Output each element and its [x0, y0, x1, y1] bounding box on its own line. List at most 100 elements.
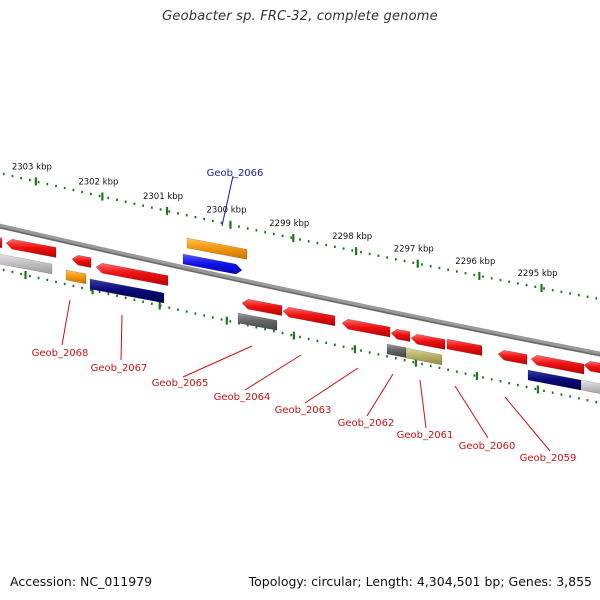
- outer-scale-dot: [595, 297, 598, 300]
- inner-scale-dot: [220, 318, 223, 321]
- geob-2064-leader-line: [244, 354, 302, 391]
- geob-2063-label[interactable]: Geob_2063: [275, 405, 332, 416]
- gene-feature[interactable]: [5, 238, 57, 258]
- outer-scale-dot: [516, 282, 519, 285]
- outer-scale-dot: [281, 234, 284, 238]
- outer-scale-dot: [124, 200, 127, 203]
- major-tick: [540, 283, 543, 292]
- inner-scale-dot: [447, 368, 450, 371]
- outer-scale-dot: [438, 266, 441, 270]
- outer-scale-dot: [168, 210, 171, 213]
- inner-scale-dot: [586, 399, 589, 402]
- geob-2066-label[interactable]: Geob_2066: [207, 168, 264, 179]
- gene-feature[interactable]: [0, 237, 3, 249]
- kbp-tick-label: 2296 kbp: [455, 257, 495, 267]
- inner-scale-dot: [368, 351, 371, 354]
- outer-scale-dot: [238, 225, 240, 228]
- gene-geob-2061[interactable]: [446, 338, 483, 356]
- genome-backbone-shadow: [0, 226, 600, 357]
- gene-geob-2063[interactable]: [341, 318, 391, 338]
- inner-scale-dot: [290, 333, 293, 337]
- inner-scale-dot: [525, 385, 528, 389]
- geob-2062-label[interactable]: Geob_2062: [338, 418, 395, 429]
- inner-scale-dot: [342, 345, 345, 348]
- inner-scale-dot: [577, 397, 580, 400]
- gene-feature[interactable]: [527, 369, 582, 391]
- geob-2061-leader-line: [419, 379, 427, 429]
- outer-scale-dot: [577, 293, 580, 297]
- gene-geob-2064[interactable]: [282, 306, 336, 327]
- outer-scale-dot: [63, 186, 66, 190]
- inner-major-tick: [292, 331, 295, 340]
- outer-scale-dot: [11, 174, 14, 178]
- inner-scale-dot: [386, 355, 389, 358]
- gene-geob-2059[interactable]: [530, 354, 585, 375]
- outer-scale-dot: [351, 249, 354, 252]
- inner-scale-dot: [150, 302, 153, 305]
- geob-2067-label[interactable]: Geob_2067: [91, 363, 148, 374]
- outer-scale-dot: [447, 268, 450, 271]
- outer-scale-dot: [150, 206, 153, 209]
- geob-2059-label[interactable]: Geob_2059: [520, 453, 577, 464]
- major-tick: [478, 271, 481, 280]
- geob-2068-label[interactable]: Geob_2068: [32, 348, 89, 359]
- gene-geob-2068[interactable]: [71, 254, 92, 268]
- geob-2064-label[interactable]: Geob_2064: [214, 392, 271, 403]
- geob-2065-label[interactable]: Geob_2065: [152, 378, 209, 389]
- inner-scale-dot: [2, 268, 5, 272]
- gene-feature[interactable]: [390, 328, 411, 342]
- gene-geob-2060[interactable]: [497, 349, 528, 365]
- gene-feature[interactable]: [583, 360, 600, 375]
- inner-scale-dot: [124, 296, 127, 300]
- inner-scale-dot: [63, 282, 66, 286]
- gene-geob-2062[interactable]: [410, 333, 446, 350]
- kbp-tick-label: 2295 kbp: [518, 269, 558, 279]
- inner-scale-dot: [255, 326, 258, 329]
- gene-geob-2067[interactable]: [95, 262, 169, 286]
- gene-geob-2066[interactable]: [182, 253, 243, 275]
- geob-2059-leader-line: [504, 396, 551, 452]
- geob-2061-label[interactable]: Geob_2061: [397, 430, 454, 441]
- gene-feature[interactable]: [237, 312, 278, 331]
- inner-scale-dot: [360, 349, 362, 352]
- geob-2066-leader-line: [221, 175, 234, 227]
- gene-feature[interactable]: [580, 379, 600, 395]
- geob-2062-leader-line: [366, 373, 394, 417]
- inner-scale-dot: [551, 391, 554, 394]
- gene-geob-2065[interactable]: [241, 298, 283, 316]
- outer-scale-dot: [107, 196, 110, 200]
- inner-scale-dot: [116, 294, 118, 298]
- outer-scale-dot: [28, 178, 31, 182]
- inner-scale-dot: [107, 292, 110, 296]
- genome-title: Geobacter sp. FRC-32, complete genome: [162, 9, 438, 24]
- geob-2067-leader-line: [120, 314, 123, 361]
- inner-scale-dot: [281, 331, 284, 335]
- outer-scale-dot: [377, 254, 380, 257]
- outer-scale-dot: [290, 236, 293, 239]
- inner-scale-dot: [569, 395, 572, 398]
- gene-feature[interactable]: [386, 343, 407, 358]
- gene-feature[interactable]: [0, 253, 53, 275]
- gene-feature[interactable]: [405, 347, 443, 366]
- geob-2060-leader-line: [454, 385, 489, 439]
- inner-major-tick: [475, 372, 478, 381]
- kbp-tick-label: 2299 kbp: [269, 219, 309, 229]
- inner-scale-dot: [28, 274, 31, 278]
- inner-scale-dot: [168, 306, 171, 309]
- gene-feature[interactable]: [186, 237, 248, 260]
- outer-scale-dot: [98, 194, 101, 198]
- outer-scale-dot: [211, 219, 214, 223]
- inner-scale-dot: [543, 389, 545, 392]
- inner-major-tick: [91, 286, 94, 295]
- geob-2060-label[interactable]: Geob_2060: [459, 441, 516, 452]
- major-tick: [101, 192, 104, 201]
- outer-scale-dot: [403, 259, 406, 263]
- gene-feature[interactable]: [65, 269, 87, 285]
- gene-feature[interactable]: [89, 278, 165, 304]
- inner-scale-dot: [394, 357, 397, 360]
- outer-scale-dot: [560, 290, 563, 293]
- outer-scale-dot: [81, 190, 84, 194]
- kbp-tick-label: 2300 kbp: [206, 206, 246, 216]
